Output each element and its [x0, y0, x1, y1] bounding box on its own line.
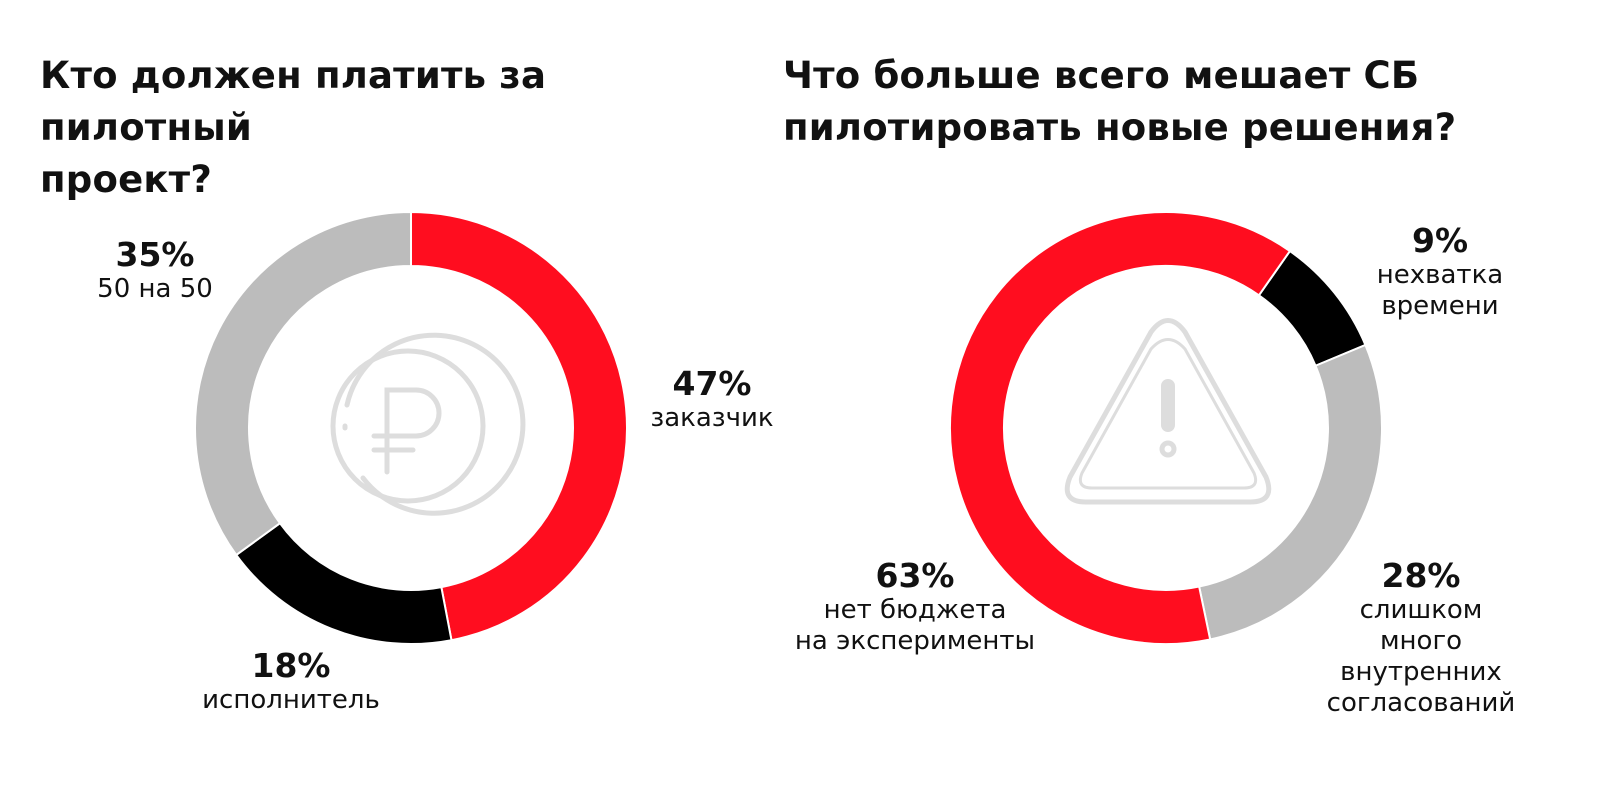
- donut-chart-payer: [194, 210, 628, 645]
- slice-value: 28%: [1381, 556, 1461, 595]
- slice-label-no-budget: 63% нет бюджета на эксперименты: [795, 557, 1035, 657]
- slice-value: 9%: [1411, 221, 1469, 260]
- slice-value: 63%: [875, 556, 955, 595]
- slice-label-fifty-fifty: 35% 50 на 50: [97, 236, 213, 305]
- ruble-coin-icon: [330, 332, 526, 516]
- slice-name: 50 на 50: [97, 274, 213, 304]
- warning-triangle-icon: [1064, 318, 1272, 505]
- donut-slice-1-2: [949, 211, 1292, 645]
- slice-name: нехватка времени: [1376, 260, 1504, 321]
- slice-label-contractor: 18% исполнитель: [202, 647, 380, 716]
- slice-name: нет бюджета на эксперименты: [794, 595, 1036, 656]
- slice-name: слишком много внутренних согласований: [1326, 595, 1516, 718]
- slice-name: исполнитель: [202, 685, 380, 715]
- donut-slice-0-2: [194, 210, 412, 557]
- slice-label-no-time: 9% нехватка времени: [1377, 222, 1503, 322]
- slice-name: заказчик: [650, 403, 774, 433]
- slice-label-approvals: 28% слишком много внутренних согласовани…: [1327, 557, 1516, 719]
- slice-value: 47%: [672, 364, 752, 403]
- donut-slice-1-1: [1197, 343, 1383, 641]
- chart-title-payer: Кто должен платить за пилотный проект?: [40, 54, 547, 201]
- slice-value: 35%: [115, 235, 195, 274]
- slice-value: 18%: [251, 646, 331, 685]
- donut-slice-0-0: [410, 210, 628, 642]
- chart-title-obstacles: Что больше всего мешает СБ пилотировать …: [783, 54, 1457, 149]
- donut-slice-0-1: [234, 521, 453, 645]
- donut-chart-obstacles: [949, 211, 1383, 645]
- slice-label-customer: 47% заказчик: [650, 365, 773, 434]
